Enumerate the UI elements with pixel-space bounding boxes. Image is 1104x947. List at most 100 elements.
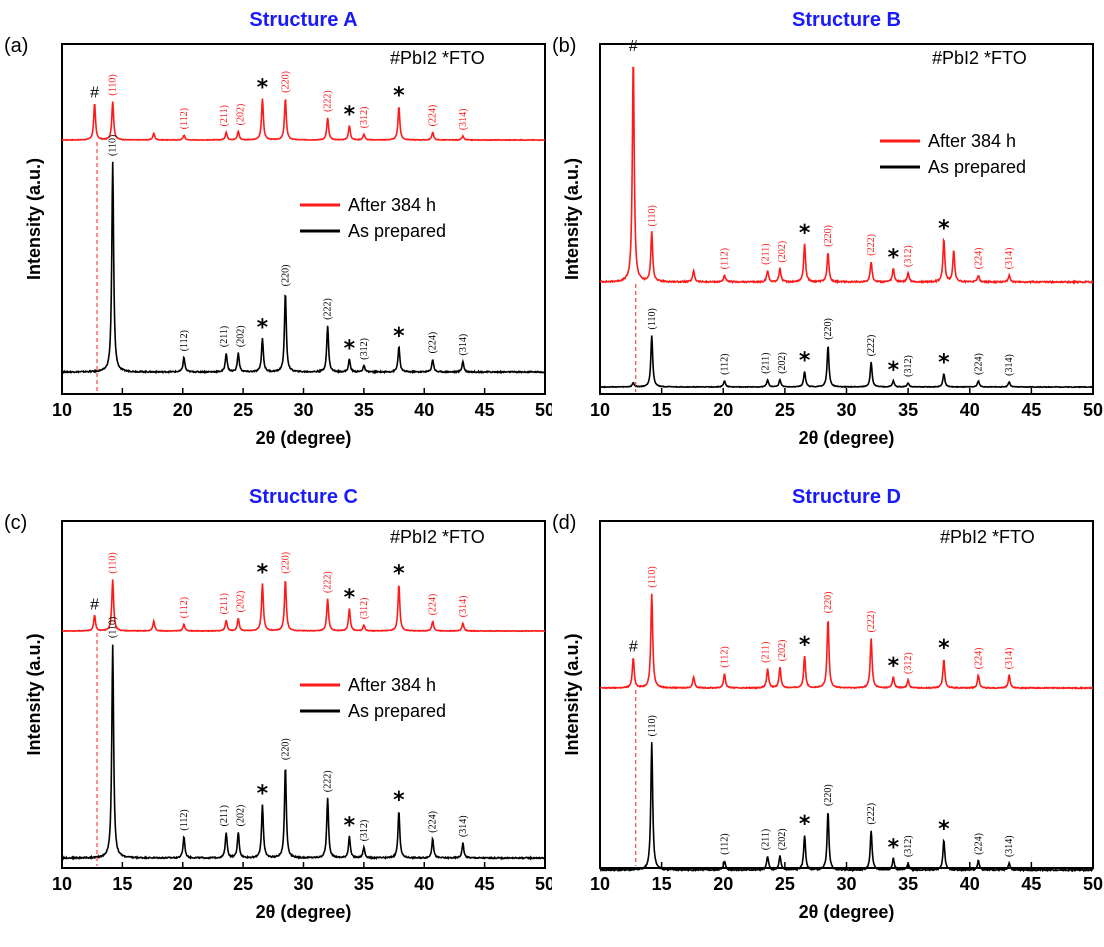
- x-tick-label: 45: [1021, 400, 1041, 420]
- hkl-label: (220): [823, 784, 834, 806]
- legend-after-label: After 384 h: [348, 195, 436, 215]
- as-prepared-series-line: [61, 161, 546, 375]
- fto-peak-marker: *: [938, 216, 950, 241]
- hkl-label: (202): [777, 241, 788, 263]
- legend-prepared-label: As prepared: [928, 157, 1026, 177]
- x-tick-label: 25: [775, 400, 795, 420]
- pbi2-peak-marker: #: [90, 596, 99, 613]
- hkl-label: (211): [219, 593, 230, 614]
- fto-peak-marker: *: [938, 351, 950, 376]
- x-tick-label: 10: [590, 874, 610, 894]
- hkl-label: (220): [280, 265, 291, 287]
- hkl-label: (110): [108, 552, 119, 573]
- x-tick-label: 30: [836, 400, 856, 420]
- fto-peak-marker: *: [344, 586, 356, 611]
- hkl-label: (110): [647, 566, 658, 587]
- x-tick-label: 45: [1021, 874, 1041, 894]
- plot-frame: [599, 43, 1094, 395]
- fto-peak-marker: *: [393, 324, 405, 349]
- hkl-label: (224): [428, 105, 439, 127]
- chart-title: Structure C: [249, 486, 358, 508]
- x-tick-label: 20: [173, 400, 193, 420]
- hkl-label: (211): [761, 829, 772, 850]
- y-axis-label: Intensity (a.u.): [24, 158, 44, 280]
- hkl-label: (211): [219, 105, 230, 126]
- fto-peak-marker: *: [888, 654, 900, 679]
- x-tick-label: 25: [233, 874, 253, 894]
- hkl-label: (222): [866, 335, 877, 357]
- hkl-label: (110): [108, 74, 119, 95]
- hkl-label: (314): [458, 815, 469, 837]
- hkl-label: (220): [823, 318, 834, 340]
- x-tick-label: 15: [652, 400, 672, 420]
- legend-prepared-label: As prepared: [348, 221, 446, 241]
- hkl-label: (312): [359, 598, 370, 620]
- panel-label: (b): [552, 35, 576, 57]
- fto-peak-marker: *: [799, 633, 811, 658]
- hkl-label: (314): [458, 596, 469, 618]
- x-tick-label: 20: [713, 400, 733, 420]
- hkl-label: (220): [280, 71, 291, 93]
- hkl-label: (202): [235, 104, 246, 126]
- x-tick-label: 10: [52, 400, 72, 420]
- plot-frame: [61, 520, 546, 869]
- x-tick-label: 10: [590, 400, 610, 420]
- hkl-label: (220): [280, 738, 291, 760]
- hkl-label: (312): [903, 245, 914, 267]
- plot-frame: [599, 520, 1094, 869]
- x-tick-label: 35: [898, 400, 918, 420]
- hkl-label: (222): [323, 90, 334, 112]
- hkl-label: (312): [903, 355, 914, 377]
- hkl-label: (224): [973, 833, 984, 855]
- hkl-label: (110): [647, 308, 658, 329]
- hkl-label: (112): [719, 646, 730, 667]
- fto-peak-marker: *: [799, 221, 811, 246]
- hkl-label: (312): [903, 652, 914, 674]
- hkl-label: (222): [323, 298, 334, 320]
- hkl-label: (112): [179, 108, 190, 129]
- impurity-legend: #PbI2 *FTO: [932, 48, 1027, 68]
- hkl-label: (222): [323, 571, 334, 593]
- x-tick-label: 25: [233, 400, 253, 420]
- x-tick-label: 10: [52, 874, 72, 894]
- hkl-label: (224): [428, 811, 439, 833]
- hkl-label: (312): [359, 820, 370, 842]
- hkl-label: (314): [1004, 648, 1015, 670]
- fto-peak-marker: *: [799, 349, 811, 374]
- fto-peak-marker: *: [257, 315, 269, 340]
- x-tick-label: 45: [475, 400, 495, 420]
- hkl-label: (314): [458, 334, 469, 356]
- hkl-label: (220): [823, 225, 834, 247]
- hkl-label: (312): [359, 107, 370, 129]
- chart-svg: Structure D (d) 10 15 20 25 30 35 40 45 50 2θ (degr…: [552, 486, 1103, 922]
- fto-peak-marker: *: [257, 560, 269, 585]
- impurity-legend: #PbI2 *FTO: [390, 48, 485, 68]
- x-tick-label: 15: [112, 400, 132, 420]
- x-tick-label: 15: [112, 874, 132, 894]
- as-prepared-series-line: [61, 644, 546, 861]
- fto-peak-marker: *: [257, 782, 269, 807]
- panel-label: (a): [4, 35, 28, 57]
- hkl-label: (110): [108, 135, 119, 156]
- hkl-label: (211): [761, 642, 772, 663]
- hkl-label: (312): [903, 835, 914, 857]
- hkl-label: (224): [973, 353, 984, 375]
- hkl-label: (110): [647, 205, 658, 226]
- y-axis-label: Intensity (a.u.): [24, 633, 44, 755]
- hkl-label: (220): [823, 592, 834, 614]
- fto-peak-marker: *: [888, 246, 900, 271]
- x-tick-label: 30: [836, 874, 856, 894]
- panel-b: Structure B (b) 10 15 20 25 30 35 40 45 50 2θ (degr…: [552, 0, 1104, 473]
- panel-a: Structure A (a) 10 15 20 25 30 35 40 45 50 2θ (degr…: [0, 0, 552, 473]
- fto-peak-marker: *: [344, 336, 356, 361]
- hkl-label: (112): [179, 330, 190, 351]
- x-tick-label: 45: [475, 874, 495, 894]
- hkl-label: (314): [1004, 354, 1015, 376]
- impurity-legend: #PbI2 *FTO: [390, 527, 485, 547]
- x-tick-label: 15: [652, 874, 672, 894]
- hkl-label: (314): [458, 108, 469, 130]
- fto-peak-marker: *: [938, 817, 950, 842]
- hkl-label: (222): [866, 803, 877, 825]
- hkl-label: (110): [647, 715, 658, 736]
- hkl-label: (202): [777, 352, 788, 374]
